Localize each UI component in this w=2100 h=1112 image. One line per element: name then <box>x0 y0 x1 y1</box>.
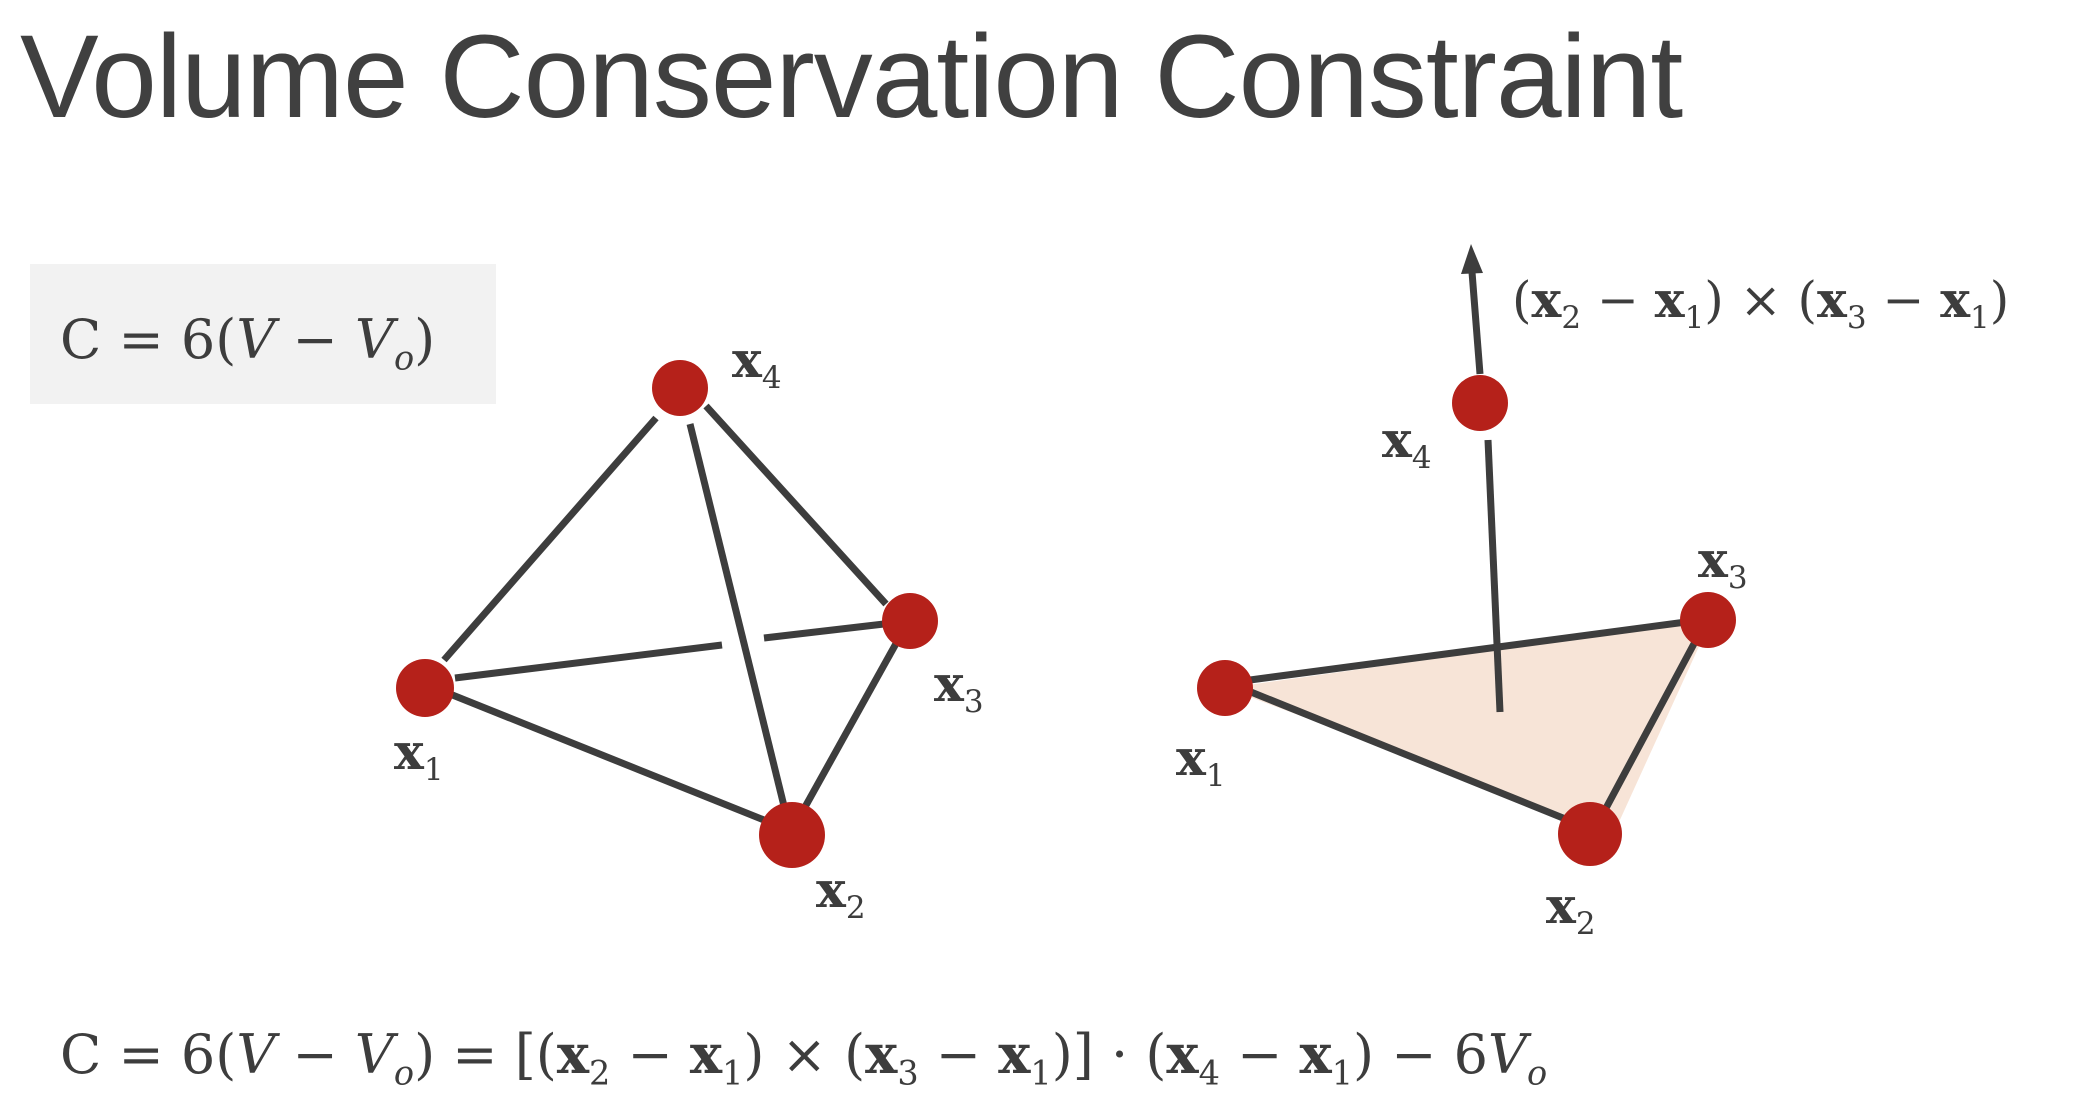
left-tetrahedron <box>438 403 902 824</box>
edge-x4-x2 <box>686 423 788 807</box>
edge-x1-x3-a <box>454 641 723 682</box>
normal-vector-label: (x2 − x1) × (x3 − x1) <box>1512 270 2010 336</box>
normal-arrowhead <box>1461 244 1483 274</box>
vertex-x3 <box>882 593 938 649</box>
expanded-constraint-formula: C = 6(V − Vo) = [(x2 − x1) × (x3 − x1)] … <box>60 1022 1548 1093</box>
vertex-x2 <box>759 802 825 868</box>
edge-x1-x2 <box>438 686 766 824</box>
vertex-x4 <box>652 360 708 416</box>
label-left-x2: x2 <box>816 860 866 926</box>
vertex-x3 <box>1680 592 1736 648</box>
page-title: Volume Conservation Constraint <box>20 11 1683 143</box>
edge-x1-x4 <box>441 415 659 663</box>
base-face <box>1226 620 1711 833</box>
formula-box <box>30 264 496 404</box>
label-right-x4: x4 <box>1382 410 1432 476</box>
right-vertices <box>1197 375 1736 866</box>
label-right-x3: x3 <box>1698 530 1748 596</box>
edge-x4-x3 <box>703 403 889 607</box>
vertex-x1 <box>396 659 454 717</box>
constraint-formula: C = 6(V − Vo) <box>60 308 436 378</box>
vertex-x1 <box>1197 660 1253 716</box>
label-right-x1: x1 <box>1176 728 1226 794</box>
normal-upper <box>1468 271 1484 375</box>
label-left-x3: x3 <box>934 654 984 720</box>
edge-x3-x2 <box>796 638 902 818</box>
left-vertices <box>396 360 938 868</box>
edge-x3-x2 <box>1601 638 1700 812</box>
label-left-x4: x4 <box>732 330 782 396</box>
right-tetrahedron <box>1244 271 1700 824</box>
vertex-x4 <box>1452 375 1508 431</box>
vertex-x2 <box>1558 802 1622 866</box>
edge-x1-x3 <box>1249 618 1687 684</box>
edge-x1-x2 <box>1244 686 1570 824</box>
edge-x1-x3-b <box>763 620 885 642</box>
label-right-x2: x2 <box>1546 876 1596 942</box>
normal-lower <box>1484 439 1504 713</box>
label-left-x1: x1 <box>394 722 444 788</box>
